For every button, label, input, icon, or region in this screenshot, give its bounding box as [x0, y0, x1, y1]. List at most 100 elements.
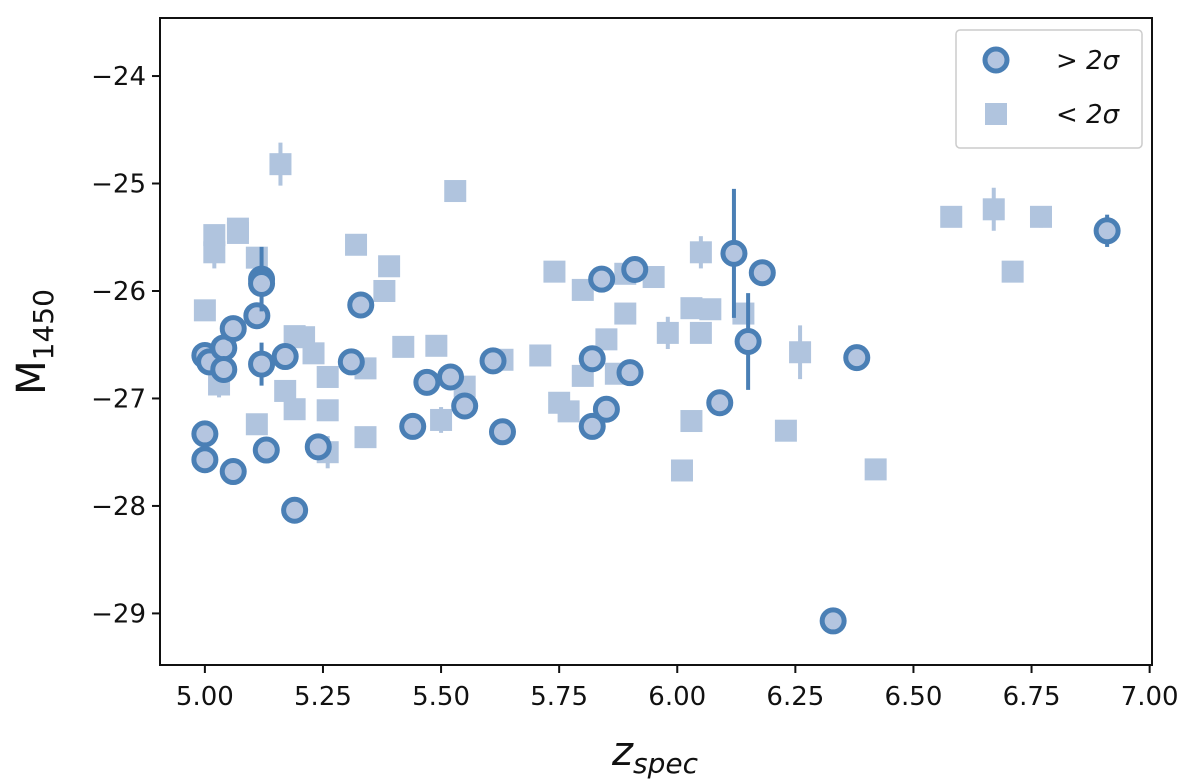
square-point: [571, 278, 594, 301]
square-point: [302, 342, 325, 365]
circle-point: [621, 255, 649, 283]
circle-point: [843, 344, 871, 372]
x-tick-label: 5.00: [176, 682, 234, 712]
circle-point: [191, 446, 219, 474]
circle-point: [219, 458, 247, 486]
square-point: [444, 180, 467, 203]
square-point: [203, 224, 226, 247]
circle-point: [616, 359, 644, 387]
circle-point: [588, 265, 616, 293]
circle-point: [337, 348, 365, 376]
circle-point: [413, 368, 441, 396]
circle-point: [479, 347, 507, 375]
legend-label: < 2σ: [1056, 100, 1121, 130]
circle-point: [592, 395, 620, 423]
square-point: [373, 279, 396, 302]
circle-point: [578, 345, 606, 373]
y-tick-label: −29: [91, 599, 146, 629]
circle-point: [1093, 217, 1121, 245]
circle-point: [734, 328, 762, 355]
square-point: [789, 341, 812, 364]
square-point: [283, 398, 306, 421]
square-point: [316, 365, 339, 388]
legend-marker: [982, 46, 1010, 74]
square-point: [656, 321, 679, 344]
square-point: [940, 205, 963, 228]
square-point: [680, 410, 703, 433]
x-label-main: z: [611, 729, 634, 775]
square-point: [689, 241, 712, 264]
square-point: [1001, 260, 1024, 283]
square-point: [245, 246, 268, 269]
square-point: [529, 344, 552, 367]
x-axis-label: zspec: [611, 729, 699, 780]
circle-point: [252, 436, 280, 464]
circle-point: [451, 392, 479, 420]
circle-point: [304, 433, 332, 461]
circle-point: [748, 259, 776, 287]
square-point: [354, 426, 377, 449]
square-point: [699, 298, 722, 321]
circle-point: [191, 420, 219, 448]
square-point: [982, 198, 1005, 221]
y-tick-label: −26: [91, 277, 146, 307]
y-tick-label: −25: [91, 170, 146, 200]
circle-point: [281, 496, 309, 524]
x-tick-label: 5.25: [294, 682, 352, 712]
circle-point: [219, 315, 247, 343]
x-tick-label: 7.00: [1121, 682, 1179, 712]
x-tick-label: 6.25: [766, 682, 824, 712]
square-point: [274, 379, 297, 402]
circle-point: [819, 607, 847, 635]
circle-point: [706, 389, 734, 417]
x-tick-label: 6.75: [1003, 682, 1061, 712]
square-point: [245, 413, 268, 436]
circle-point: [248, 269, 276, 297]
square-point: [430, 408, 453, 431]
circle-point: [210, 355, 238, 383]
square-point: [316, 399, 339, 422]
legend-label: > 2σ: [1056, 46, 1121, 76]
circle-point: [437, 363, 465, 391]
square-point: [670, 459, 693, 482]
x-label-sub: spec: [633, 747, 699, 780]
y-tick-label: −24: [91, 62, 146, 92]
square-point: [864, 458, 887, 481]
y-tick-label: −27: [91, 384, 146, 414]
square-point: [614, 302, 637, 325]
y-label-sub: 1450: [27, 289, 60, 360]
circle-point: [578, 412, 606, 440]
x-tick-label: 5.75: [530, 682, 588, 712]
square-point: [680, 297, 703, 320]
square-point: [543, 260, 566, 283]
x-tick-label: 6.00: [648, 682, 706, 712]
plot-frame: [159, 17, 1153, 666]
square-point: [193, 299, 216, 322]
circle-point: [248, 350, 276, 378]
square-point: [226, 221, 249, 244]
square-point: [1029, 205, 1052, 228]
x-tick-label: 5.50: [412, 682, 470, 712]
circle-point: [488, 418, 516, 446]
circle-point: [271, 343, 299, 371]
circle-point: [720, 239, 748, 267]
square-point: [378, 255, 401, 278]
square-point: [774, 419, 797, 442]
square-point: [345, 233, 368, 256]
circle-point: [399, 412, 427, 440]
square-point: [689, 321, 712, 344]
square-point: [392, 335, 415, 358]
x-tick-label: 6.50: [885, 682, 943, 712]
y-tick-label: −28: [91, 492, 146, 522]
y-axis-label: M1450: [9, 289, 60, 395]
square-point: [642, 266, 665, 289]
circle-point: [243, 302, 271, 330]
square-point: [557, 400, 580, 423]
square-point: [203, 241, 226, 264]
y-label-main: M: [9, 360, 55, 395]
square-point: [595, 328, 618, 351]
legend-marker: [985, 103, 1007, 125]
square-point: [425, 334, 448, 357]
